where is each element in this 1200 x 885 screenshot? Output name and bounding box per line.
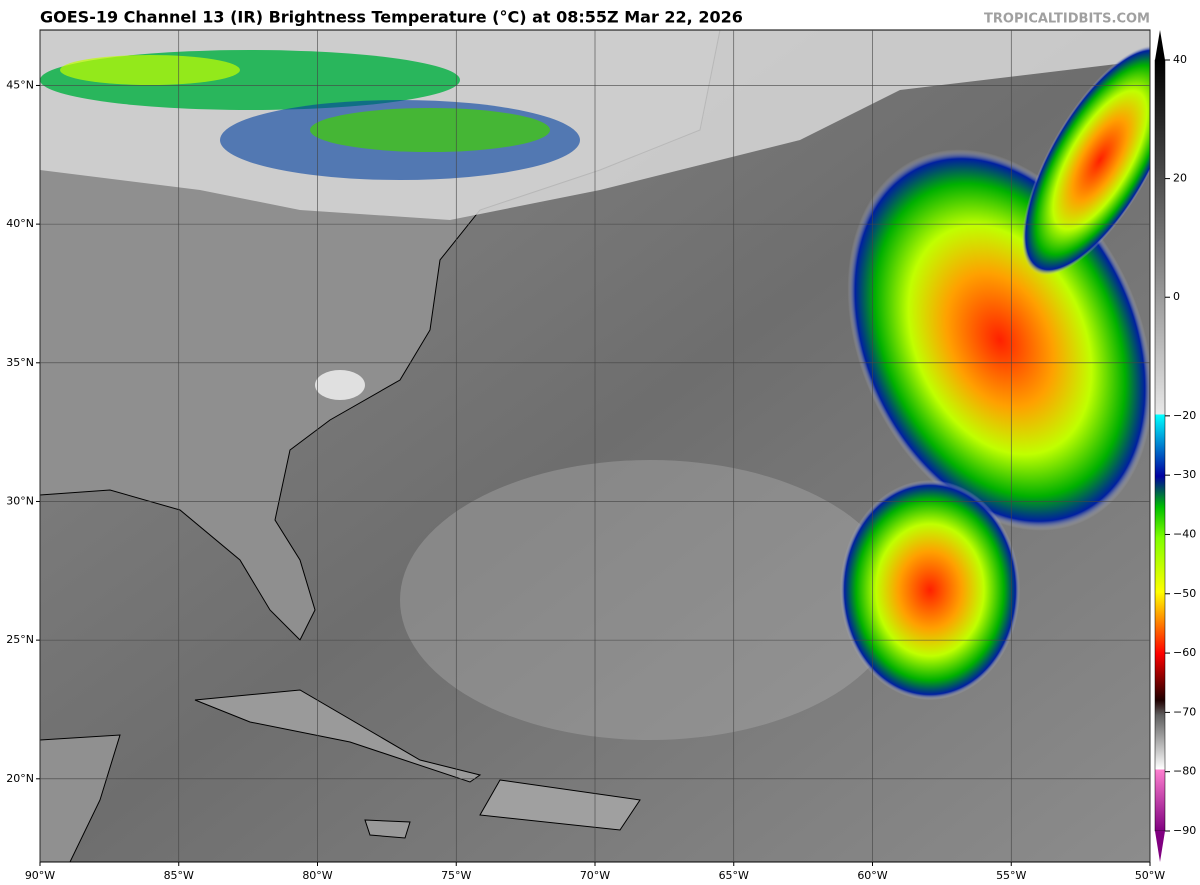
title: GOES-19 Channel 13 (IR) Brightness Tempe… (40, 8, 743, 27)
lat-label: 45°N (6, 78, 34, 91)
lon-label: 80°W (302, 869, 332, 882)
lon-label: 90°W (25, 869, 55, 882)
colorbar (1154, 30, 1166, 862)
colorbar-label: −40 (1173, 527, 1196, 540)
colorbar-label: 20 (1173, 172, 1187, 185)
lon-label: 65°W (719, 869, 749, 882)
credit: TROPICALTIDBITS.COM (984, 12, 1150, 27)
lat-label: 35°N (6, 356, 34, 369)
satellite-image (40, 30, 1150, 862)
lat-label: 25°N (6, 633, 34, 646)
colorbar-label: −80 (1173, 765, 1196, 778)
lon-label: 60°W (857, 869, 887, 882)
colorbar-label: −70 (1173, 705, 1196, 718)
colorbar-label: −60 (1173, 646, 1196, 659)
lon-label: 70°W (580, 869, 610, 882)
lon-label: 50°W (1135, 869, 1165, 882)
colorbar-label: 40 (1173, 53, 1187, 66)
lon-label: 55°W (996, 869, 1026, 882)
lat-label: 30°N (6, 494, 34, 507)
colorbar-label: −90 (1173, 824, 1196, 837)
colorbar-label: −30 (1173, 468, 1196, 481)
colorbar-label: −50 (1173, 587, 1196, 600)
colorbar-label: 0 (1173, 290, 1180, 303)
lon-label: 85°W (164, 869, 194, 882)
colorbar-label: −20 (1173, 409, 1196, 422)
lat-label: 20°N (6, 772, 34, 785)
lat-label: 40°N (6, 217, 34, 230)
lon-label: 75°W (441, 869, 471, 882)
